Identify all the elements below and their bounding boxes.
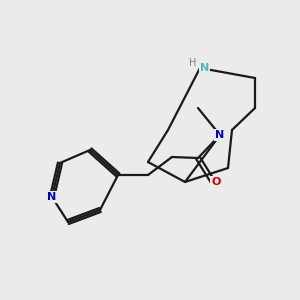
Text: N: N bbox=[47, 192, 57, 202]
Text: N: N bbox=[215, 130, 225, 140]
Text: O: O bbox=[211, 177, 221, 187]
Text: H: H bbox=[189, 58, 196, 68]
Text: N: N bbox=[200, 63, 209, 73]
